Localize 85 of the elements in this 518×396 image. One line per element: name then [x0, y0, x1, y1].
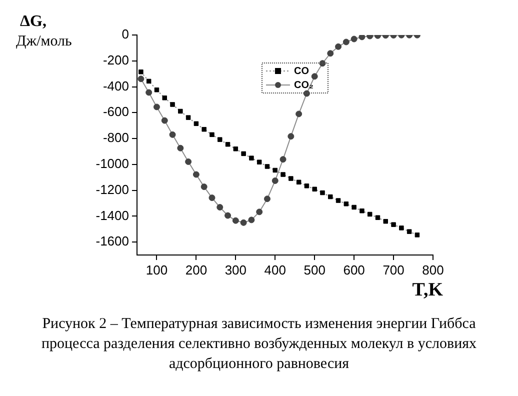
point: [256, 208, 263, 216]
point: [192, 171, 200, 178]
point: [280, 172, 286, 177]
x-tick-label: 500: [304, 262, 326, 278]
point: [304, 184, 310, 188]
point: [162, 96, 167, 100]
point: [272, 177, 278, 184]
point: [248, 216, 255, 224]
point: [406, 229, 412, 234]
point: [233, 146, 238, 152]
text: Рисунок 2 – Температурная зависимость изменения энергии Гиббса процесса разделения селективно возбужденных молекул в условиях адсорбционного равновесия: [40, 315, 478, 374]
y-tick-label: -400: [102, 78, 129, 94]
point: [200, 184, 208, 190]
point: [272, 168, 278, 173]
point: [391, 222, 396, 227]
point: [328, 194, 333, 200]
point: [161, 117, 168, 124]
point: [360, 208, 364, 214]
y-tick-label: -1400: [96, 208, 129, 223]
point: [146, 89, 152, 96]
y-tick-label: -1600: [96, 234, 129, 249]
point: [288, 133, 294, 140]
point: [232, 217, 239, 224]
point: [375, 215, 380, 220]
point: [399, 226, 404, 230]
point: [240, 219, 247, 226]
x-tick-label: 700: [382, 262, 404, 278]
x-tick-label: 200: [185, 262, 208, 278]
point: [146, 78, 152, 84]
y-tick-label: -1200: [96, 182, 129, 197]
point: [264, 164, 270, 169]
point: [350, 36, 358, 42]
point: [342, 38, 350, 46]
x-tick-label: 400: [264, 262, 286, 278]
point: [169, 131, 176, 138]
point: [224, 212, 232, 219]
x-tick-label: 100: [146, 262, 168, 278]
y-tick-label: -600: [102, 104, 129, 120]
point: [296, 110, 302, 118]
point: [327, 50, 334, 57]
x-tick-label: 600: [343, 262, 365, 278]
point: [186, 115, 191, 120]
point: [138, 70, 144, 74]
point: [185, 158, 192, 165]
point: [138, 76, 144, 82]
point: [202, 126, 206, 132]
point: [358, 35, 366, 40]
point: [311, 73, 318, 80]
point: [218, 137, 222, 142]
point: [170, 102, 175, 107]
x-tick-label: 800: [422, 262, 444, 278]
x-axis-title: T,K: [412, 279, 444, 300]
point: [216, 204, 224, 210]
point: [320, 190, 325, 196]
point: [249, 156, 254, 160]
point: [344, 202, 349, 206]
y-tick-label: -1000: [96, 156, 129, 171]
point: [335, 43, 342, 50]
point: [177, 144, 184, 152]
point: [414, 232, 420, 238]
point: [336, 198, 341, 203]
point: [352, 204, 356, 210]
point: [256, 160, 262, 164]
point: [208, 194, 216, 202]
point: [153, 104, 160, 110]
point: [178, 108, 183, 114]
point: [296, 180, 302, 185]
point: [264, 196, 270, 202]
point: [154, 88, 160, 92]
legend-label: CO: [294, 66, 310, 77]
point: [280, 156, 286, 163]
point: [312, 186, 317, 192]
legend-label: CO₂: [294, 80, 314, 91]
y-tick-label: 0: [122, 26, 129, 42]
point: [383, 218, 388, 224]
point: [288, 176, 294, 181]
x-tick-label: 300: [224, 262, 247, 278]
point: [194, 121, 199, 126]
point: [367, 212, 372, 217]
y-axis-title: ΔG, Дж/моль: [16, 13, 72, 50]
point: [225, 142, 230, 147]
point: [241, 151, 246, 156]
y-tick-label: -800: [102, 130, 129, 146]
point: [210, 132, 214, 138]
y-tick-label: -200: [102, 52, 129, 68]
